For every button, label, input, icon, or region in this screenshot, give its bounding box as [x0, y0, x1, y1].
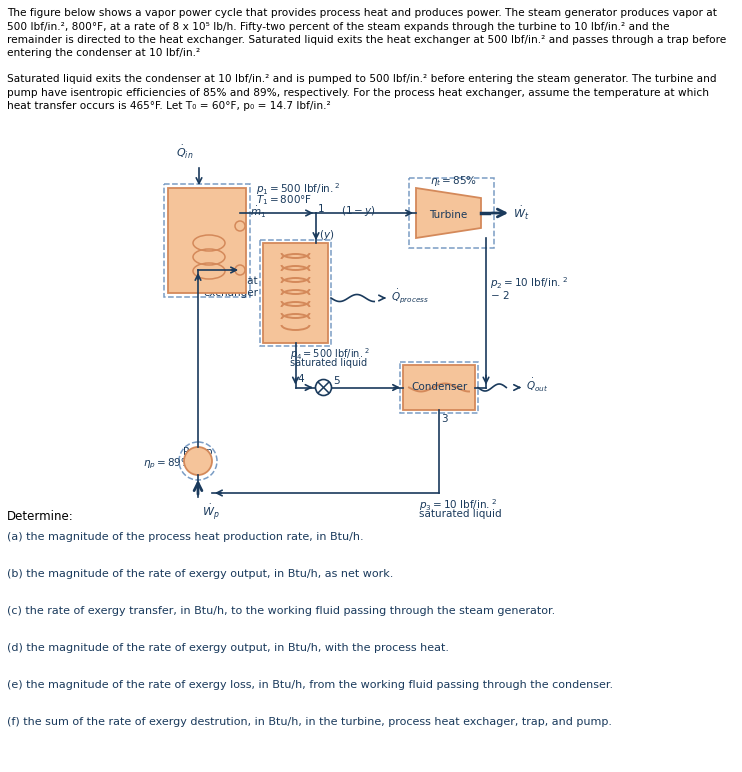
Text: $p_2 = 10\ \mathrm{lbf/in.}^2$: $p_2 = 10\ \mathrm{lbf/in.}^2$ [490, 275, 568, 291]
Bar [164, 184, 250, 297]
Bar [403, 365, 475, 410]
Text: $\eta_p = 89\%$: $\eta_p = 89\%$ [143, 457, 191, 471]
Bar [260, 240, 331, 346]
Circle shape [184, 447, 212, 475]
Bar [263, 243, 328, 343]
Text: $\dot{Q}_{in}$: $\dot{Q}_{in}$ [176, 144, 193, 161]
Text: (a) the magnitude of the process heat production rate, in Btu/h.: (a) the magnitude of the process heat pr… [7, 532, 364, 542]
Text: (f) the sum of the rate of exergy destrution, in Btu/h, in the turbine, process : (f) the sum of the rate of exergy destru… [7, 717, 612, 727]
Polygon shape [416, 188, 481, 238]
Text: Pump: Pump [183, 447, 213, 457]
Text: 500 lbf/in.², 800°F, at a rate of 8 x 10⁵ lb/h. Fifty-two percent of the steam e: 500 lbf/in.², 800°F, at a rate of 8 x 10… [7, 22, 669, 32]
Text: Heat
exchanger: Heat exchanger [203, 276, 258, 298]
Text: $-\ 2$: $-\ 2$ [490, 289, 510, 301]
Text: $p_1 = 500\ \mathrm{lbf/in.}^2$: $p_1 = 500\ \mathrm{lbf/in.}^2$ [256, 181, 341, 197]
Text: Turbine: Turbine [430, 210, 467, 220]
Text: $\eta_t = 85\%$: $\eta_t = 85\%$ [430, 174, 477, 188]
Bar [168, 188, 246, 293]
Text: $T_1 = 800°\mathrm{F}$: $T_1 = 800°\mathrm{F}$ [256, 193, 312, 207]
Text: pump have isentropic efficiencies of 85% and 89%, respectively. For the process : pump have isentropic efficiencies of 85%… [7, 87, 709, 97]
Text: $(1 - y)$: $(1 - y)$ [341, 204, 375, 218]
Circle shape [235, 265, 245, 275]
Text: saturated liquid: saturated liquid [291, 358, 367, 368]
Text: $\dot{Q}_{process}$: $\dot{Q}_{process}$ [391, 287, 429, 305]
Text: $(y)$: $(y)$ [319, 228, 335, 242]
Text: The figure below shows a vapor power cycle that provides process heat and produc: The figure below shows a vapor power cyc… [7, 8, 717, 18]
Text: $p_4 = 500\ \mathrm{lbf/in.}^2$: $p_4 = 500\ \mathrm{lbf/in.}^2$ [291, 346, 370, 362]
Text: Determine:: Determine: [7, 510, 73, 523]
Text: 4: 4 [298, 374, 304, 384]
Text: (c) the rate of exergy transfer, in Btu/h, to the working fluid passing through : (c) the rate of exergy transfer, in Btu/… [7, 606, 555, 616]
Circle shape [235, 221, 245, 231]
Text: entering the condenser at 10 lbf/in.²: entering the condenser at 10 lbf/in.² [7, 49, 200, 59]
Bar [400, 362, 478, 413]
Bar [409, 178, 494, 248]
Text: $p_3 = 10\ \mathrm{lbf/in.}^2$: $p_3 = 10\ \mathrm{lbf/in.}^2$ [419, 497, 497, 513]
Text: (b) the magnitude of the rate of exergy output, in Btu/h, as net work.: (b) the magnitude of the rate of exergy … [7, 569, 393, 579]
Text: $\dot{W}_p$: $\dot{W}_p$ [202, 502, 220, 522]
Text: Condenser: Condenser [411, 382, 467, 392]
Text: $\dot{m}_1$: $\dot{m}_1$ [250, 205, 266, 220]
Text: 6: 6 [186, 275, 193, 285]
Text: $\dot{Q}_{out}$: $\dot{Q}_{out}$ [526, 377, 548, 394]
Circle shape [315, 380, 332, 395]
Text: 5: 5 [333, 375, 340, 385]
Text: saturated liquid: saturated liquid [419, 509, 502, 519]
Text: remainder is directed to the heat exchanger. Saturated liquid exits the heat exc: remainder is directed to the heat exchan… [7, 35, 726, 45]
Text: Saturated liquid exits the condenser at 10 lbf/in.² and is pumped to 500 lbf/in.: Saturated liquid exits the condenser at … [7, 74, 717, 84]
Text: (e) the magnitude of the rate of exergy loss, in Btu/h, from the working fluid p: (e) the magnitude of the rate of exergy … [7, 680, 613, 690]
Text: (d) the magnitude of the rate of exergy output, in Btu/h, with the process heat.: (d) the magnitude of the rate of exergy … [7, 643, 449, 653]
Text: heat transfer occurs is 465°F. Let T₀ = 60°F, p₀ = 14.7 lbf/in.²: heat transfer occurs is 465°F. Let T₀ = … [7, 101, 331, 111]
Text: 3: 3 [441, 414, 447, 424]
Text: Steam
generator: Steam generator [181, 202, 233, 225]
Text: $\dot{W}_t$: $\dot{W}_t$ [513, 205, 529, 222]
Text: 1: 1 [318, 204, 325, 214]
